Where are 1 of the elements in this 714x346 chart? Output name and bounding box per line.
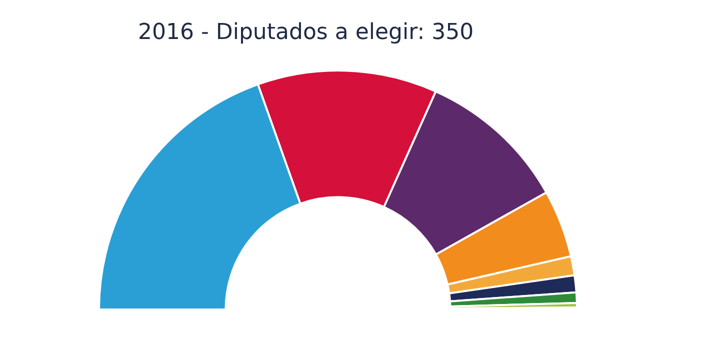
chart-title: 2016 - Diputados a elegir: 350 <box>138 20 475 47</box>
